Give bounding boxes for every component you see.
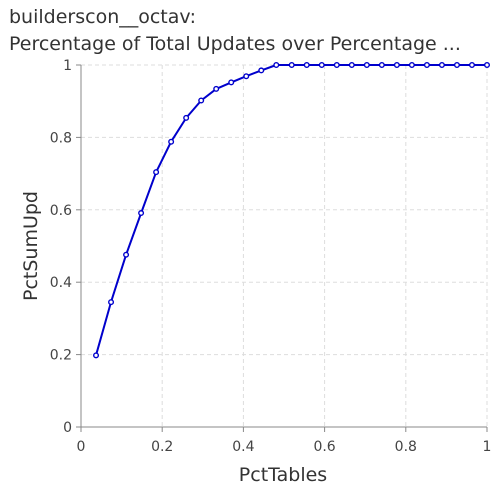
- data-point: [213, 85, 220, 92]
- data-point: [168, 138, 175, 145]
- tick-labels: 0 0.2 0.4 0.6 0.8 1 0 0.2 0.4 0.6 0.8 1: [50, 58, 492, 455]
- data-point: [318, 62, 325, 69]
- x-tick-label: 1: [483, 439, 492, 455]
- y-tick-label: 0.6: [50, 203, 72, 219]
- y-tick-label: 1: [63, 58, 72, 74]
- data-point: [273, 62, 280, 69]
- axes: [76, 64, 488, 432]
- data-point: [303, 62, 310, 69]
- data-point: [108, 299, 115, 306]
- series-group: [93, 62, 491, 359]
- data-point: [363, 62, 370, 69]
- data-point: [123, 251, 130, 258]
- data-point: [438, 62, 445, 69]
- x-tick-label: 0.2: [151, 439, 173, 455]
- x-tick-label: 0.4: [232, 439, 254, 455]
- data-point: [348, 62, 355, 69]
- data-point: [423, 62, 430, 69]
- data-point: [333, 62, 340, 69]
- data-point: [153, 169, 160, 176]
- y-axis-label: PctSumUpd: [20, 191, 42, 301]
- x-axis-label: PctTables: [239, 464, 327, 486]
- chart-title-line-1: builderscon__octav:: [9, 6, 197, 28]
- x-tick-label: 0.6: [313, 439, 335, 455]
- y-tick-label: 0: [63, 420, 72, 436]
- data-point: [484, 62, 491, 69]
- data-point: [393, 62, 400, 69]
- data-point: [183, 114, 190, 121]
- y-tick-label: 0.8: [50, 130, 72, 146]
- data-point: [228, 79, 235, 86]
- data-point: [453, 62, 460, 69]
- x-tick-label: 0.8: [395, 439, 417, 455]
- data-point: [288, 62, 295, 69]
- data-point: [378, 62, 385, 69]
- x-tick-label: 0: [77, 439, 86, 455]
- y-tick-label: 0.4: [50, 275, 72, 291]
- data-point: [138, 210, 145, 217]
- data-point: [93, 352, 100, 359]
- data-point: [243, 73, 250, 80]
- data-point: [258, 67, 265, 74]
- grid-lines: [81, 64, 488, 427]
- data-point: [468, 62, 475, 69]
- chart-title-line-2: Percentage of Total Updates over Percent…: [9, 33, 461, 55]
- data-point: [408, 62, 415, 69]
- y-tick-label: 0.2: [50, 348, 72, 364]
- data-point: [198, 97, 205, 104]
